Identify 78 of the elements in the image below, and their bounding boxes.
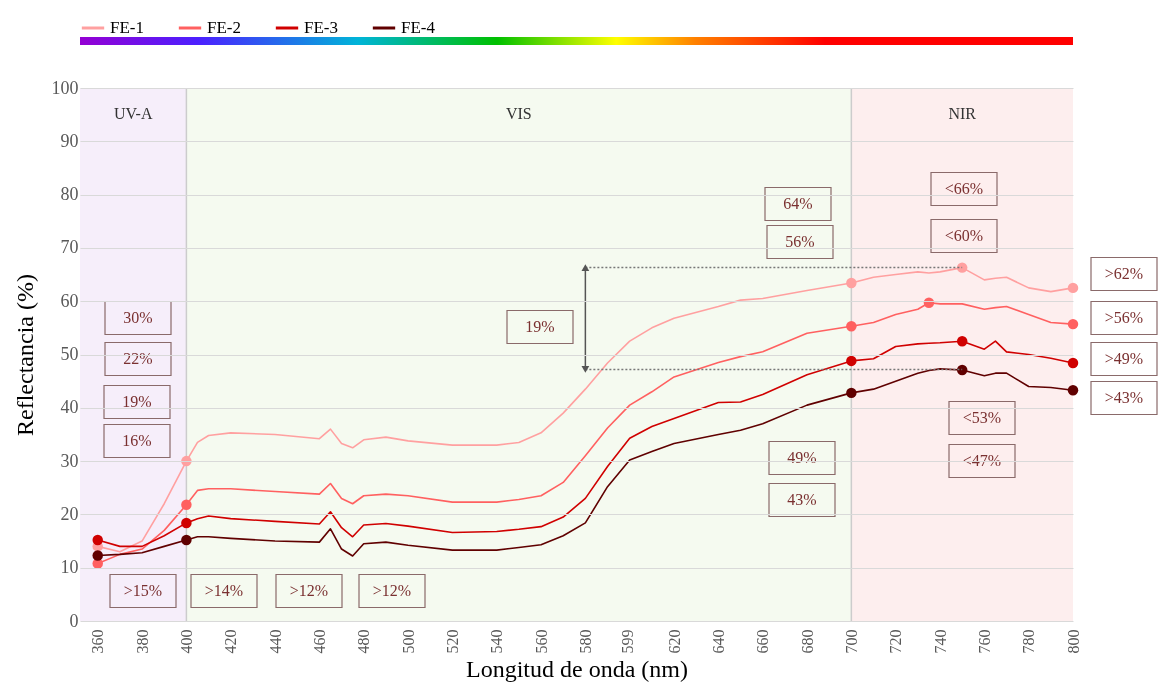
point bbox=[846, 277, 857, 289]
text: >62% bbox=[1104, 265, 1144, 282]
annotation: 30% bbox=[123, 309, 153, 326]
point bbox=[181, 534, 192, 546]
annotation: >12% bbox=[289, 582, 329, 599]
point bbox=[1067, 282, 1079, 294]
y-tick-label: 50 bbox=[60, 344, 79, 364]
x-tick-label: 720 bbox=[887, 629, 905, 654]
point bbox=[181, 517, 192, 529]
x-tick-label: 440 bbox=[266, 629, 284, 654]
y-tick-label: 80 bbox=[60, 184, 79, 205]
y-tick-label: 30 bbox=[60, 450, 79, 471]
annotation: 43% bbox=[787, 491, 817, 508]
annotation: <66% bbox=[944, 180, 984, 197]
annotation: <60% bbox=[944, 227, 984, 244]
y-tick-label: 100 bbox=[51, 77, 79, 98]
annotation: 22% bbox=[123, 350, 153, 367]
annotation: 19% bbox=[122, 393, 152, 410]
y-tick-label: 70 bbox=[60, 237, 79, 258]
y-axis-title: Reflectancia (%) bbox=[11, 274, 38, 436]
legend-label: FE-3 bbox=[304, 18, 338, 37]
y-tick-label: 90 bbox=[60, 130, 79, 151]
annotation: >15% bbox=[123, 582, 163, 599]
annotation: <53% bbox=[962, 409, 1002, 426]
x-tick-label: 400 bbox=[177, 629, 195, 654]
text: >43% bbox=[1104, 389, 1144, 406]
point bbox=[181, 499, 192, 511]
annotation: 19% bbox=[525, 318, 555, 335]
point bbox=[92, 550, 103, 561]
point bbox=[846, 387, 857, 399]
x-tick-label: 380 bbox=[133, 629, 151, 654]
y-tick-label: 20 bbox=[60, 503, 79, 524]
y-tick-label: 40 bbox=[60, 397, 79, 418]
point bbox=[1067, 318, 1079, 330]
point bbox=[846, 355, 857, 367]
point bbox=[956, 262, 968, 273]
x-tick-label: 680 bbox=[798, 629, 816, 654]
y-tick-label: 10 bbox=[60, 557, 79, 578]
x-tick-label: 520 bbox=[443, 629, 461, 654]
x-tick-label: 599 bbox=[618, 629, 636, 654]
annotation: 56% bbox=[785, 233, 815, 250]
x-tick-label: 460 bbox=[310, 629, 328, 654]
annotation: 64% bbox=[783, 195, 813, 212]
x-tick-label: 560 bbox=[532, 629, 550, 654]
x-tick-label: 480 bbox=[355, 629, 373, 654]
point bbox=[92, 534, 103, 546]
band-label: VIS bbox=[505, 105, 532, 122]
x-tick-label: 700 bbox=[842, 629, 860, 654]
band-label: UV-A bbox=[113, 105, 153, 122]
x-tick-label: 540 bbox=[488, 629, 506, 654]
legend-label: FE-2 bbox=[207, 18, 241, 37]
x-tick-label: 620 bbox=[665, 629, 683, 654]
point bbox=[1067, 357, 1079, 369]
x-tick-label: 500 bbox=[399, 629, 417, 654]
x-tick-label: 740 bbox=[931, 629, 949, 654]
x-tick-label: 780 bbox=[1020, 629, 1038, 654]
annotation: >14% bbox=[204, 582, 244, 599]
legend-label: FE-1 bbox=[110, 18, 144, 37]
band-label: NIR bbox=[948, 105, 977, 122]
x-axis-title: Longitud de onda (nm) bbox=[466, 655, 688, 682]
y-tick-label: 60 bbox=[60, 290, 79, 311]
annotation: 16% bbox=[122, 432, 152, 449]
point bbox=[956, 335, 968, 347]
y-tick-label: 0 bbox=[69, 610, 79, 631]
x-tick-label: 360 bbox=[89, 629, 107, 654]
point bbox=[1067, 384, 1079, 396]
annotation: >12% bbox=[372, 582, 412, 599]
x-tick-label: 640 bbox=[709, 629, 727, 654]
legend-label: FE-4 bbox=[401, 18, 436, 37]
text: >49% bbox=[1104, 350, 1144, 367]
point bbox=[956, 364, 968, 376]
x-tick-label: 660 bbox=[754, 629, 772, 654]
point bbox=[846, 321, 857, 332]
x-tick-label: 760 bbox=[975, 629, 993, 654]
x-tick-label: 580 bbox=[576, 629, 594, 654]
x-tick-label: 800 bbox=[1064, 629, 1082, 654]
text: >56% bbox=[1104, 309, 1144, 326]
x-tick-label: 420 bbox=[222, 629, 240, 654]
